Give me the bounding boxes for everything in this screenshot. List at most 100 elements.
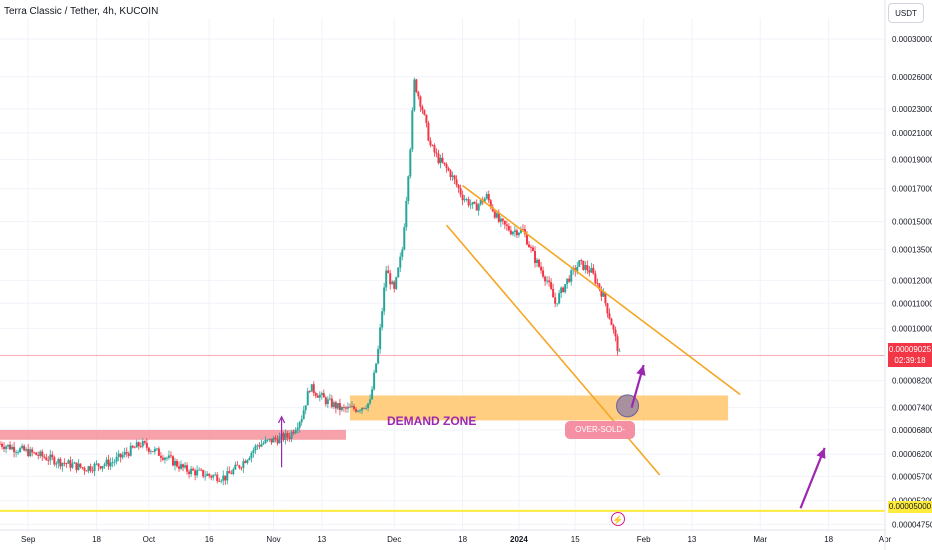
candle-body	[467, 199, 470, 206]
candle-body	[184, 465, 187, 468]
candle-body	[489, 200, 492, 208]
candle-body	[568, 278, 571, 282]
x-tick-label: 18	[92, 535, 101, 544]
y-tick-label: 0.00015000	[892, 218, 932, 227]
candle-body	[234, 464, 237, 470]
candle-body	[560, 287, 563, 294]
candle-body	[151, 451, 154, 453]
candle-body	[542, 270, 545, 277]
candle-body	[290, 431, 293, 439]
candle-body	[178, 466, 181, 469]
y-tick-label: 0.00006200	[892, 450, 932, 459]
candle-body	[139, 446, 142, 447]
candle-body	[176, 460, 178, 467]
candle-body	[556, 303, 559, 305]
candle-body	[600, 289, 603, 297]
candle-body	[499, 218, 502, 222]
candle-body	[423, 110, 426, 115]
candle-body	[550, 282, 553, 290]
candle-body	[11, 446, 14, 450]
candle-body	[121, 455, 124, 458]
candle-body	[161, 457, 164, 460]
candle-body	[123, 451, 126, 456]
candle-body	[449, 170, 452, 177]
candle-body	[143, 441, 146, 443]
candle-body	[145, 442, 148, 448]
candle-body	[505, 224, 508, 226]
candle-body	[9, 444, 12, 450]
candle-body	[244, 461, 247, 463]
candle-body	[47, 460, 50, 461]
candle-body	[208, 473, 211, 476]
candle-body	[37, 455, 40, 456]
candle-body	[530, 247, 532, 248]
candle-body	[552, 289, 555, 298]
candle-body	[77, 463, 80, 470]
candle-body	[493, 211, 496, 218]
candle-body	[103, 464, 106, 467]
candle-body	[469, 204, 472, 206]
candle-body	[614, 329, 617, 337]
candle-body	[604, 292, 607, 304]
candle-body	[532, 247, 535, 252]
candle-body	[192, 468, 195, 471]
candle-body	[421, 106, 424, 111]
candle-body	[318, 394, 321, 398]
candle-body	[296, 427, 299, 431]
candle-body	[385, 270, 388, 288]
candle-body	[363, 407, 366, 409]
candle-body	[216, 474, 219, 482]
candle-body	[157, 448, 160, 456]
candle-body	[491, 207, 494, 212]
grid	[0, 18, 886, 530]
candle-body	[314, 393, 317, 396]
candle-body	[83, 467, 86, 471]
zones	[0, 395, 729, 440]
candle-body	[282, 433, 285, 440]
candle-body	[298, 422, 301, 428]
candle-body	[592, 267, 595, 274]
y-tick-label: 0.00021000	[892, 129, 932, 138]
candle-body	[455, 179, 458, 185]
candle-body	[367, 403, 370, 409]
x-tick-label: 18	[458, 535, 467, 544]
candle-body	[395, 277, 398, 289]
wedge-upper-line	[462, 184, 741, 396]
candle-body	[61, 462, 64, 467]
candle-body	[125, 451, 128, 454]
candle-body	[586, 265, 589, 271]
candle-body	[473, 202, 476, 204]
candle-body	[429, 140, 432, 146]
y-tick-label: 0.00011000	[892, 299, 932, 308]
y-tick-label: 0.00017000	[892, 185, 932, 194]
candle-body	[562, 287, 565, 292]
lightning-icon[interactable]: ⚡	[611, 512, 625, 526]
y-tick-label: 0.00023000	[892, 105, 932, 114]
candle-body	[35, 452, 38, 456]
candle-body	[371, 389, 374, 400]
x-tick-label: 13	[687, 535, 696, 544]
candle-body	[226, 471, 229, 481]
candle-body	[433, 145, 436, 153]
candle-body	[115, 456, 118, 462]
candle-body	[49, 454, 52, 461]
candle-body	[554, 297, 557, 304]
y-tick-label: 0.00005700	[892, 472, 932, 481]
candle-body	[274, 437, 277, 440]
candle-body	[232, 469, 235, 474]
candle-body	[89, 466, 92, 471]
candle-body	[190, 468, 193, 475]
candle-body	[31, 449, 34, 453]
currency-selector[interactable]: USDT	[888, 3, 924, 23]
candle-body	[616, 336, 619, 351]
candle-body	[361, 407, 364, 411]
candle-body	[326, 399, 329, 405]
candle-body	[69, 460, 72, 468]
candle-body	[594, 273, 597, 284]
candle-body	[346, 406, 349, 409]
oversold-zone-label: OVER-SOLD-ZONE	[565, 421, 635, 452]
candle-body	[453, 175, 456, 180]
candle-body	[608, 313, 611, 319]
candle-body	[155, 448, 158, 450]
